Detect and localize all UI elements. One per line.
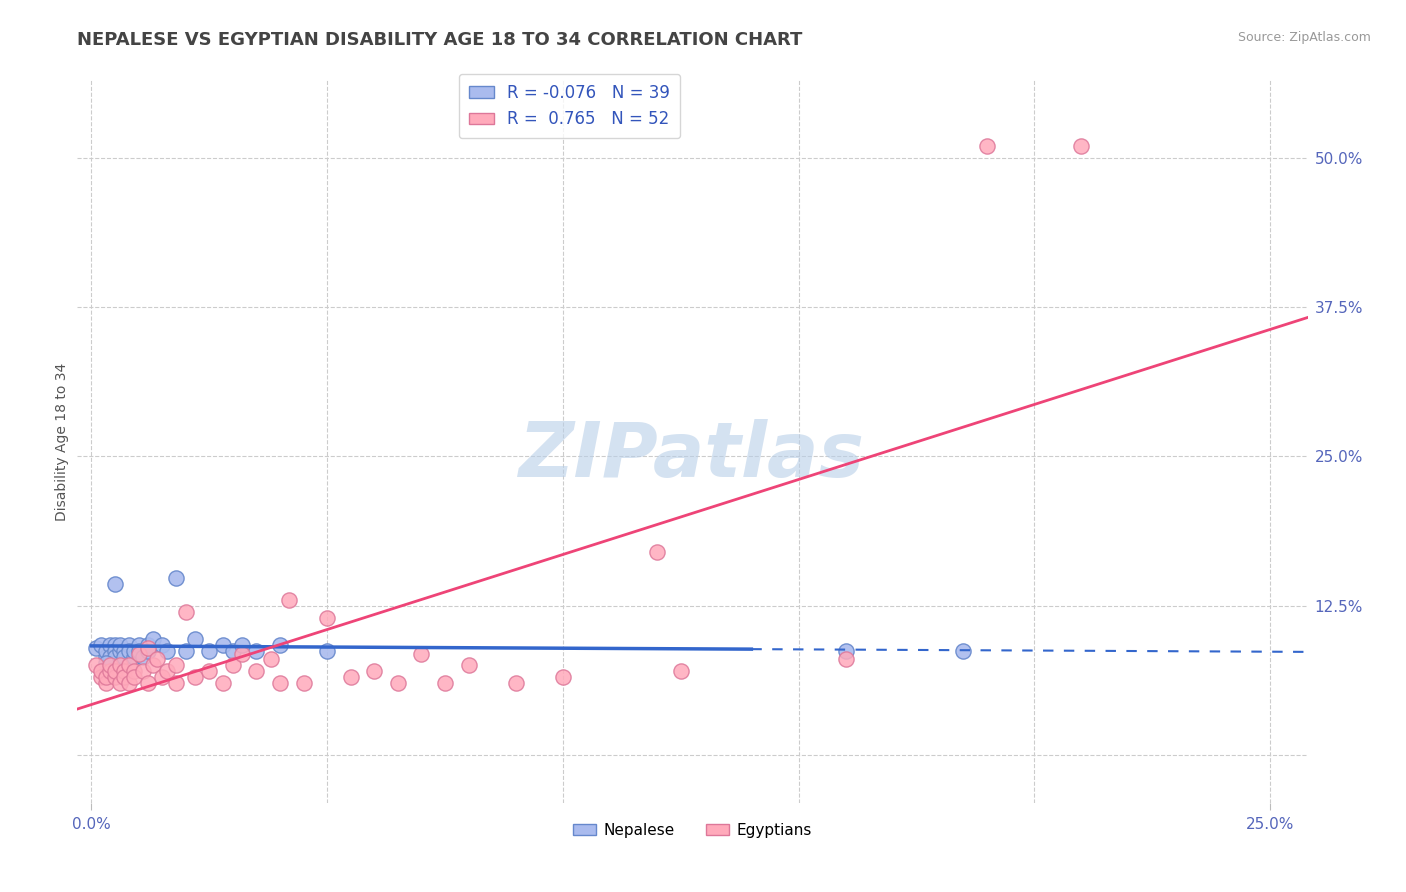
Point <box>212 676 235 690</box>
Point <box>316 644 339 658</box>
Point <box>104 670 127 684</box>
Point <box>108 676 131 690</box>
Point <box>142 658 165 673</box>
Point <box>269 676 291 690</box>
Point <box>212 638 235 652</box>
Point <box>222 658 245 673</box>
Point <box>98 658 121 673</box>
Point <box>165 658 187 673</box>
Point <box>132 665 155 679</box>
Point <box>245 665 267 679</box>
Point <box>114 650 136 665</box>
Point <box>94 676 117 690</box>
Point <box>90 670 112 684</box>
Point <box>411 647 433 661</box>
Point <box>363 665 385 679</box>
Point <box>128 638 150 652</box>
Point <box>94 670 117 684</box>
Point <box>834 652 856 666</box>
Point <box>174 605 197 619</box>
Point <box>108 658 131 673</box>
Point <box>108 638 131 652</box>
Point <box>184 632 207 647</box>
Point <box>104 577 127 591</box>
Point <box>316 610 339 624</box>
Point <box>108 644 131 658</box>
Point <box>136 644 159 658</box>
Point <box>142 632 165 647</box>
Point <box>104 644 127 658</box>
Point <box>128 647 150 661</box>
Point <box>174 644 197 658</box>
Point <box>278 592 301 607</box>
Point <box>165 571 187 585</box>
Point <box>339 670 361 684</box>
Point <box>104 638 127 652</box>
Point <box>118 676 141 690</box>
Point <box>976 139 998 153</box>
Point <box>128 644 150 658</box>
Text: ZIPatlas: ZIPatlas <box>519 419 866 493</box>
Point <box>834 644 856 658</box>
Point <box>222 644 245 658</box>
Point <box>118 644 141 658</box>
Point <box>150 638 173 652</box>
Point <box>136 640 159 655</box>
Point <box>94 650 117 665</box>
Point <box>292 676 315 690</box>
Point <box>551 670 574 684</box>
Point <box>104 650 127 665</box>
Point <box>84 640 107 655</box>
Point <box>118 658 141 673</box>
Point <box>198 644 221 658</box>
Point <box>84 658 107 673</box>
Point <box>198 665 221 679</box>
Point <box>122 670 145 684</box>
Point <box>165 676 187 690</box>
Point <box>104 665 127 679</box>
Point <box>156 644 179 658</box>
Point <box>1070 139 1092 153</box>
Point <box>184 670 207 684</box>
Point <box>90 665 112 679</box>
Point <box>98 650 121 665</box>
Point <box>122 650 145 665</box>
Point <box>122 665 145 679</box>
Point <box>136 676 159 690</box>
Text: Source: ZipAtlas.com: Source: ZipAtlas.com <box>1237 31 1371 45</box>
Point <box>90 638 112 652</box>
Point <box>669 665 692 679</box>
Point <box>505 676 527 690</box>
Point <box>132 650 155 665</box>
Point <box>269 638 291 652</box>
Legend: Nepalese, Egyptians: Nepalese, Egyptians <box>565 815 820 846</box>
Point <box>114 670 136 684</box>
Point <box>259 652 281 666</box>
Point <box>136 638 159 652</box>
Point <box>387 676 409 690</box>
Point <box>457 658 479 673</box>
Point <box>231 638 253 652</box>
Point <box>94 644 117 658</box>
Point <box>122 644 145 658</box>
Point <box>118 638 141 652</box>
Point <box>150 670 173 684</box>
Point <box>98 638 121 652</box>
Text: NEPALESE VS EGYPTIAN DISABILITY AGE 18 TO 34 CORRELATION CHART: NEPALESE VS EGYPTIAN DISABILITY AGE 18 T… <box>77 31 803 49</box>
Point <box>94 656 117 670</box>
Point <box>156 665 179 679</box>
Point <box>114 644 136 658</box>
Point <box>146 652 169 666</box>
Point <box>231 647 253 661</box>
Point <box>433 676 456 690</box>
Point <box>952 644 974 658</box>
Point <box>245 644 267 658</box>
Point <box>114 665 136 679</box>
Point <box>645 545 668 559</box>
Point <box>98 665 121 679</box>
Y-axis label: Disability Age 18 to 34: Disability Age 18 to 34 <box>55 362 69 521</box>
